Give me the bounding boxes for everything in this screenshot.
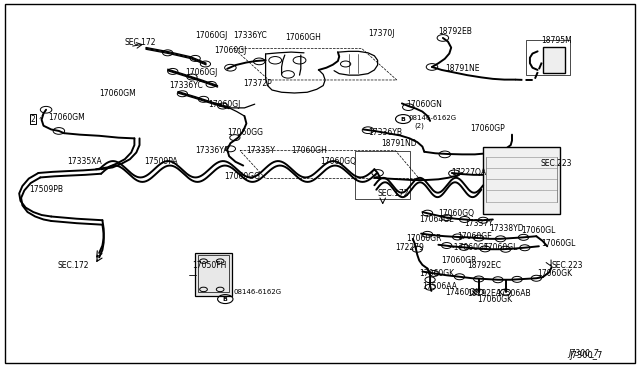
- Text: B: B: [401, 116, 406, 122]
- Text: 17060GJ: 17060GJ: [195, 31, 228, 40]
- Bar: [543, 46, 565, 73]
- Text: 17064GE: 17064GE: [419, 215, 454, 224]
- Text: 17372P: 17372P: [243, 79, 272, 88]
- Text: 17060GH: 17060GH: [291, 146, 327, 155]
- Text: (2): (2): [415, 122, 424, 129]
- Text: 17060GM: 17060GM: [99, 89, 136, 97]
- Text: 08146-6162G: 08146-6162G: [408, 115, 456, 121]
- Text: 17060GK: 17060GK: [538, 269, 573, 278]
- Text: 17370J: 17370J: [368, 29, 394, 38]
- Text: 2: 2: [31, 115, 36, 124]
- Text: 18791ND: 18791ND: [381, 139, 417, 148]
- Text: 17227QA: 17227QA: [451, 169, 486, 177]
- Text: 17060GJ: 17060GJ: [208, 100, 241, 109]
- Bar: [355, 151, 410, 199]
- Text: -17060GE: -17060GE: [451, 243, 489, 252]
- Text: 17509PA: 17509PA: [144, 157, 178, 166]
- Text: 17060GJ: 17060GJ: [214, 46, 247, 55]
- Text: 17060GK: 17060GK: [419, 269, 454, 278]
- Text: 17060GR: 17060GR: [406, 234, 442, 243]
- Text: SEC.223: SEC.223: [541, 159, 572, 168]
- Text: 17336YC: 17336YC: [234, 31, 268, 40]
- Text: 08146-6162G: 08146-6162G: [234, 289, 282, 295]
- Text: 17060GR: 17060GR: [442, 256, 477, 265]
- Text: 17337Y: 17337Y: [464, 219, 493, 228]
- Text: 17336YC: 17336YC: [170, 81, 204, 90]
- Text: SEC.223: SEC.223: [552, 262, 583, 270]
- Bar: [483, 147, 560, 214]
- Text: 17060GQ: 17060GQ: [438, 209, 474, 218]
- Text: 17338YD: 17338YD: [490, 224, 524, 233]
- Text: SEC.172: SEC.172: [125, 38, 156, 47]
- Text: 17060GN: 17060GN: [406, 100, 442, 109]
- Text: SEC.172: SEC.172: [378, 189, 409, 198]
- Text: 17060GP: 17060GP: [470, 124, 505, 133]
- Text: 17506AA: 17506AA: [422, 282, 458, 291]
- Bar: [198, 255, 229, 292]
- Text: 18792EB: 18792EB: [438, 27, 472, 36]
- Text: 172279: 172279: [396, 243, 424, 252]
- Text: 17060GL: 17060GL: [522, 226, 556, 235]
- Text: J7300_7: J7300_7: [570, 351, 603, 360]
- Text: 17060GG: 17060GG: [224, 172, 260, 181]
- Text: 17060GL: 17060GL: [541, 239, 575, 248]
- Text: 17335XA: 17335XA: [67, 157, 102, 166]
- Text: SEC.172: SEC.172: [58, 262, 89, 270]
- Text: 17060GH: 17060GH: [285, 33, 321, 42]
- Text: 17060GG: 17060GG: [227, 128, 263, 137]
- Text: 18791NE: 18791NE: [445, 64, 479, 73]
- Text: 17060GE: 17060GE: [458, 232, 492, 241]
- Text: 17335Y: 17335Y: [246, 146, 275, 155]
- Text: 17336YB: 17336YB: [368, 128, 402, 137]
- Text: 18792EA: 18792EA: [467, 289, 501, 298]
- Text: 17060GQ: 17060GQ: [320, 157, 356, 166]
- Text: 17060GM: 17060GM: [48, 113, 84, 122]
- Text: 17509PB: 17509PB: [29, 185, 63, 194]
- Text: B: B: [223, 296, 228, 302]
- Text: 17060GL: 17060GL: [483, 243, 518, 252]
- Text: 17506AB: 17506AB: [496, 289, 531, 298]
- Text: 17050FH: 17050FH: [192, 262, 227, 270]
- Text: 17460GK: 17460GK: [445, 288, 480, 296]
- Text: 17060GK: 17060GK: [477, 295, 512, 304]
- Text: 18792EC: 18792EC: [467, 262, 501, 270]
- Bar: [195, 253, 232, 296]
- Text: 17336YA: 17336YA: [195, 146, 228, 155]
- Text: 17060GJ: 17060GJ: [186, 68, 218, 77]
- Text: 18795M: 18795M: [541, 36, 572, 45]
- Text: J7300_7: J7300_7: [568, 349, 598, 358]
- Bar: [526, 40, 570, 75]
